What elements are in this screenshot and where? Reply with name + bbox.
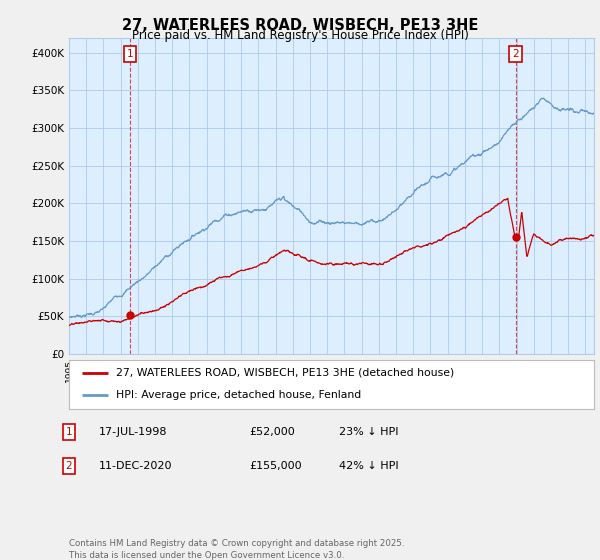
Text: Price paid vs. HM Land Registry's House Price Index (HPI): Price paid vs. HM Land Registry's House … [131,29,469,42]
Text: 11-DEC-2020: 11-DEC-2020 [99,461,173,471]
Text: 2: 2 [512,49,519,59]
Text: £52,000: £52,000 [249,427,295,437]
Text: 2: 2 [65,461,73,471]
Text: £155,000: £155,000 [249,461,302,471]
Text: 1: 1 [127,49,133,59]
Text: HPI: Average price, detached house, Fenland: HPI: Average price, detached house, Fenl… [116,390,361,400]
Text: 23% ↓ HPI: 23% ↓ HPI [339,427,398,437]
Text: 27, WATERLEES ROAD, WISBECH, PE13 3HE (detached house): 27, WATERLEES ROAD, WISBECH, PE13 3HE (d… [116,368,455,378]
Text: Contains HM Land Registry data © Crown copyright and database right 2025.
This d: Contains HM Land Registry data © Crown c… [69,539,404,560]
Text: 42% ↓ HPI: 42% ↓ HPI [339,461,398,471]
Text: 17-JUL-1998: 17-JUL-1998 [99,427,167,437]
Text: 1: 1 [65,427,73,437]
Text: 27, WATERLEES ROAD, WISBECH, PE13 3HE: 27, WATERLEES ROAD, WISBECH, PE13 3HE [122,18,478,33]
